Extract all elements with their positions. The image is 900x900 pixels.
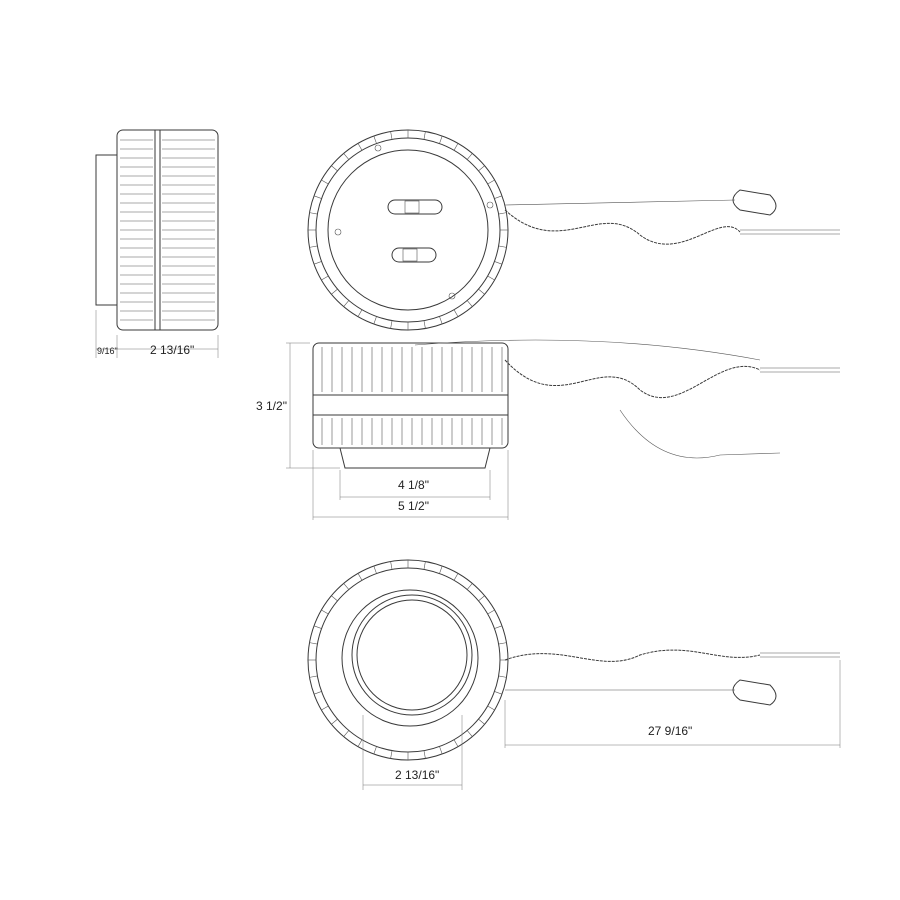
top-view [307,129,840,331]
fin [357,573,363,581]
cct-switch [387,199,443,215]
fin [478,288,485,295]
fin [453,309,459,317]
fin [439,316,443,325]
dim-plate-depth: 9/16" [97,346,118,356]
fin [373,316,377,325]
fin [331,595,338,602]
fin [498,245,507,248]
side-view [95,129,219,331]
dim-bracket-width: 4 1/8" [398,478,429,492]
fin [309,642,318,645]
fin [331,165,338,172]
dim-aperture: 2 13/16" [395,768,439,782]
lumen-switch [391,247,437,263]
fin [439,565,443,574]
fin [466,153,473,160]
fin [390,131,393,140]
front-fins [321,347,503,445]
fin [478,165,485,172]
fin [487,179,495,185]
fin [423,320,426,329]
fin [494,261,503,265]
top-fins [308,130,508,330]
coiled-cable [504,209,741,245]
bottom-view [307,559,840,761]
fin [357,739,363,747]
fin [313,261,322,265]
carabiner [732,679,777,706]
fin [321,705,329,711]
front-dimensions: 3 1/2" 4 1/8" 5 1/2" [256,342,509,520]
bottom-dimensions: 27 9/16" 2 13/16" [362,660,841,790]
fin [313,625,322,629]
fin [423,131,426,140]
fin [498,212,507,215]
fin [478,595,485,602]
fin [390,750,393,759]
fin [321,609,329,615]
dim-overall-width: 5 1/2" [398,499,429,513]
fin [331,718,338,725]
fin [343,300,350,307]
fin [390,561,393,570]
fin [466,583,473,590]
fin [498,675,507,678]
fin [439,746,443,755]
fin [390,320,393,329]
fin [453,573,459,581]
fin [373,565,377,574]
fin [423,561,426,570]
fin [313,691,322,695]
fin [343,730,350,737]
fin [321,179,329,185]
fin [453,143,459,151]
fin [453,739,459,747]
fin [309,212,318,215]
fin [487,609,495,615]
fin [321,275,329,281]
fin [494,195,503,199]
fin [309,675,318,678]
side-fins [120,139,215,321]
fin [466,730,473,737]
fin [494,625,503,629]
fin [466,300,473,307]
bottom-fins [308,560,508,760]
fin [494,691,503,695]
side-body [116,129,219,331]
carabiner [732,189,777,216]
fin [423,750,426,759]
fin [357,143,363,151]
fin [478,718,485,725]
dim-height: 3 1/2" [256,399,287,413]
fin [357,309,363,317]
dim-cable-length: 27 9/16" [648,724,692,738]
fin [487,705,495,711]
side-dimensions: 9/16" 2 13/16" [95,310,219,358]
fin [373,135,377,144]
fin [343,583,350,590]
dim-side-depth: 2 13/16" [150,343,194,357]
fin [439,135,443,144]
front-view [312,339,840,469]
fin [487,275,495,281]
fin [373,746,377,755]
fin [309,245,318,248]
fin [313,195,322,199]
mounting-plate [95,154,118,306]
coiled-cable [504,649,761,662]
coiled-cable [504,359,761,398]
fin [331,288,338,295]
fin [343,153,350,160]
fin [498,642,507,645]
